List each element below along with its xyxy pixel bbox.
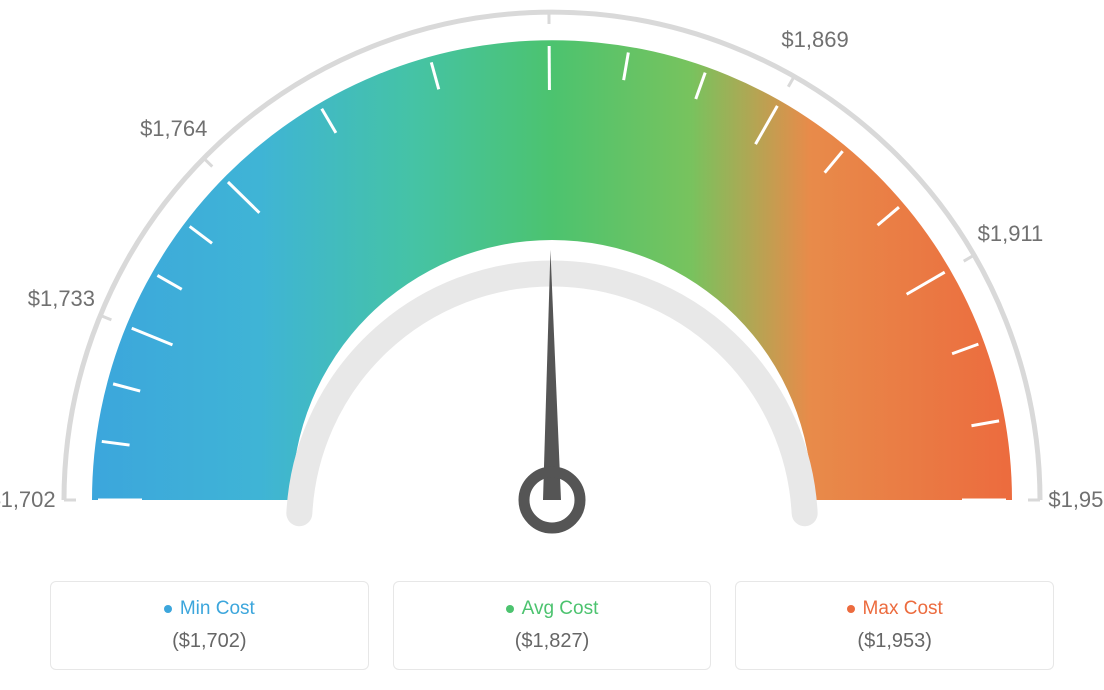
tick-label: $1,733 <box>28 286 95 312</box>
legend-title: Avg Cost <box>522 598 599 620</box>
tick-label: $1,702 <box>0 487 56 513</box>
legend-row: Min Cost ($1,702) Avg Cost ($1,827) Max Cost… <box>50 581 1054 670</box>
tick-label: $1,764 <box>140 116 207 142</box>
legend-value: ($1,702) <box>172 630 247 653</box>
gauge-area: $1,702$1,733$1,764$1,827$1,869$1,911$1,9… <box>0 0 1104 560</box>
legend-header: Avg Cost <box>506 598 599 620</box>
legend-card-max: Max Cost ($1,953) <box>735 581 1054 670</box>
legend-title: Min Cost <box>180 598 255 620</box>
legend-card-min: Min Cost ($1,702) <box>50 581 369 670</box>
avg-dot-icon <box>506 605 514 613</box>
tick-label: $1,911 <box>978 221 1044 247</box>
legend-title: Max Cost <box>863 598 943 620</box>
legend-card-avg: Avg Cost ($1,827) <box>393 581 712 670</box>
tick-label: $1,869 <box>781 27 848 53</box>
max-dot-icon <box>847 605 855 613</box>
min-dot-icon <box>164 605 172 613</box>
gauge-svg <box>0 0 1104 560</box>
legend-header: Min Cost <box>164 598 255 620</box>
tick-label: $1,953 <box>1048 487 1104 513</box>
legend-header: Max Cost <box>847 598 943 620</box>
cost-gauge-chart: $1,702$1,733$1,764$1,827$1,869$1,911$1,9… <box>0 0 1104 690</box>
legend-value: ($1,827) <box>515 630 590 653</box>
legend-value: ($1,953) <box>857 630 932 653</box>
